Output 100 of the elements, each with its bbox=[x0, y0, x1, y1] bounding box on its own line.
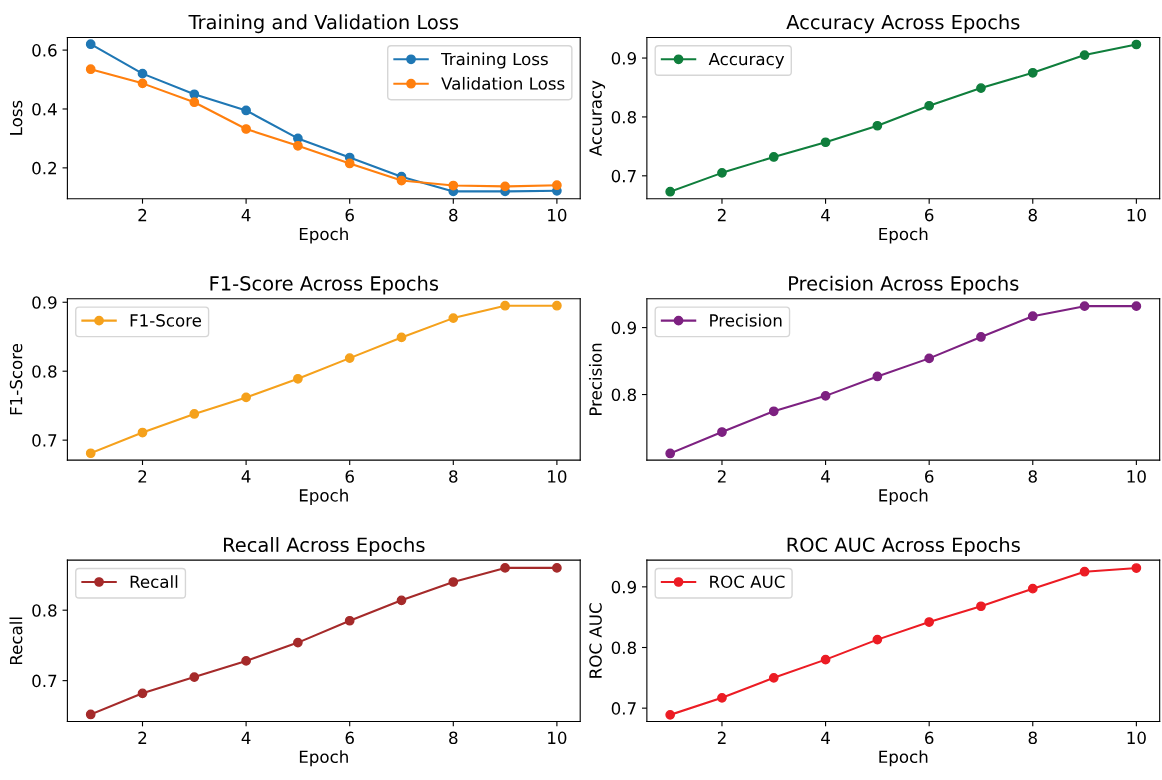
point bbox=[820, 654, 831, 665]
legend-label: Precision bbox=[710, 313, 782, 327]
point bbox=[768, 406, 779, 417]
point bbox=[1131, 301, 1142, 312]
point bbox=[344, 158, 355, 169]
y-axis-title: Accuracy bbox=[589, 80, 606, 157]
y-tick-label: 0.9 bbox=[32, 296, 57, 309]
point bbox=[293, 637, 303, 648]
point bbox=[396, 175, 407, 186]
x-tick-label: 4 bbox=[241, 470, 251, 483]
x-axis-title: Epoch bbox=[879, 750, 928, 767]
x-tick-label: 10 bbox=[1127, 731, 1146, 745]
x-tick-label: 10 bbox=[1127, 470, 1146, 483]
point bbox=[448, 577, 459, 587]
point bbox=[976, 332, 986, 342]
legend-label: F1-Score bbox=[130, 314, 202, 327]
point bbox=[448, 180, 459, 191]
x-tick-label: 10 bbox=[548, 208, 567, 222]
point bbox=[344, 353, 355, 363]
point bbox=[872, 120, 883, 131]
point bbox=[1027, 311, 1038, 322]
point bbox=[137, 78, 148, 89]
x-tick-label: 4 bbox=[821, 209, 830, 222]
point bbox=[137, 68, 148, 79]
y-tick-label: 0.8 bbox=[611, 641, 637, 655]
x-axis-title: Epoch bbox=[299, 227, 348, 244]
y-tick-label: 0.7 bbox=[32, 674, 57, 688]
y-tick-label: 0.8 bbox=[611, 388, 637, 402]
y-axis-title: Precision bbox=[588, 343, 602, 416]
legend-label: ROC AUC bbox=[710, 575, 785, 589]
point bbox=[137, 427, 148, 438]
point bbox=[241, 105, 251, 116]
point bbox=[924, 353, 935, 364]
y-tick-label: 0.2 bbox=[32, 161, 57, 175]
x-tick-label: 2 bbox=[138, 731, 147, 744]
point bbox=[344, 615, 355, 626]
x-axis-title: Epoch bbox=[299, 750, 348, 767]
point bbox=[241, 656, 251, 666]
x-tick-label: 2 bbox=[138, 208, 147, 222]
y-axis-title: Loss bbox=[10, 100, 23, 135]
point bbox=[768, 152, 779, 162]
x-tick-label: 6 bbox=[345, 208, 354, 222]
point bbox=[552, 300, 562, 311]
point bbox=[552, 180, 562, 191]
x-tick-label: 2 bbox=[717, 470, 726, 483]
point bbox=[241, 124, 251, 134]
x-axis-title: Epoch bbox=[299, 488, 348, 505]
point bbox=[872, 634, 883, 645]
x-tick-label: 8 bbox=[449, 731, 458, 745]
y-tick-label: 0.7 bbox=[32, 434, 57, 447]
point bbox=[189, 89, 200, 100]
y-tick-label: 0.8 bbox=[611, 110, 637, 124]
point bbox=[241, 392, 251, 403]
x-tick-label: 8 bbox=[1028, 208, 1037, 222]
x-tick-label: 6 bbox=[925, 470, 934, 483]
point bbox=[924, 617, 935, 627]
x-tick-label: 10 bbox=[548, 470, 567, 483]
legend-label: Accuracy bbox=[708, 52, 785, 69]
y-tick-label: 0.9 bbox=[611, 52, 636, 65]
point bbox=[1079, 50, 1090, 60]
x-tick-label: 6 bbox=[345, 731, 354, 745]
x-tick-label: 8 bbox=[1028, 731, 1037, 745]
x-tick-label: 4 bbox=[241, 731, 251, 744]
point bbox=[396, 332, 407, 343]
y-tick-label: 0.8 bbox=[32, 604, 57, 617]
chart-title: F1-Score Across Epochs bbox=[210, 275, 439, 295]
point bbox=[189, 97, 200, 108]
chart-title: ROC AUC Across Epochs bbox=[787, 537, 1020, 556]
point bbox=[500, 563, 510, 573]
x-tick-label: 8 bbox=[449, 470, 458, 483]
point bbox=[1131, 39, 1142, 50]
y-tick-label: 0.6 bbox=[32, 44, 57, 57]
chart-title: Training and Validation Loss bbox=[188, 14, 459, 34]
x-tick-label: 4 bbox=[241, 209, 251, 222]
point bbox=[665, 186, 676, 197]
point bbox=[448, 313, 459, 323]
x-tick-label: 8 bbox=[449, 208, 458, 222]
point bbox=[189, 409, 200, 419]
y-tick-label: 0.7 bbox=[611, 169, 636, 183]
point bbox=[500, 181, 510, 192]
point bbox=[500, 300, 510, 311]
point bbox=[717, 427, 727, 437]
point bbox=[665, 448, 676, 459]
y-tick-label: 0.8 bbox=[32, 365, 57, 378]
point bbox=[976, 83, 986, 93]
point bbox=[85, 64, 96, 75]
point bbox=[820, 137, 831, 148]
point bbox=[85, 448, 96, 459]
y-axis-title: Recall bbox=[9, 617, 23, 665]
point bbox=[293, 140, 303, 151]
x-tick-label: 8 bbox=[1028, 470, 1037, 483]
point bbox=[1079, 301, 1090, 312]
x-tick-label: 2 bbox=[717, 208, 726, 222]
point bbox=[189, 672, 200, 682]
point bbox=[293, 373, 303, 384]
legend-label: Validation Loss bbox=[441, 76, 565, 90]
y-axis-title: F1-Score bbox=[9, 343, 23, 415]
x-tick-label: 6 bbox=[345, 470, 354, 483]
point bbox=[717, 692, 727, 703]
y-tick-label: 0.7 bbox=[611, 702, 636, 715]
